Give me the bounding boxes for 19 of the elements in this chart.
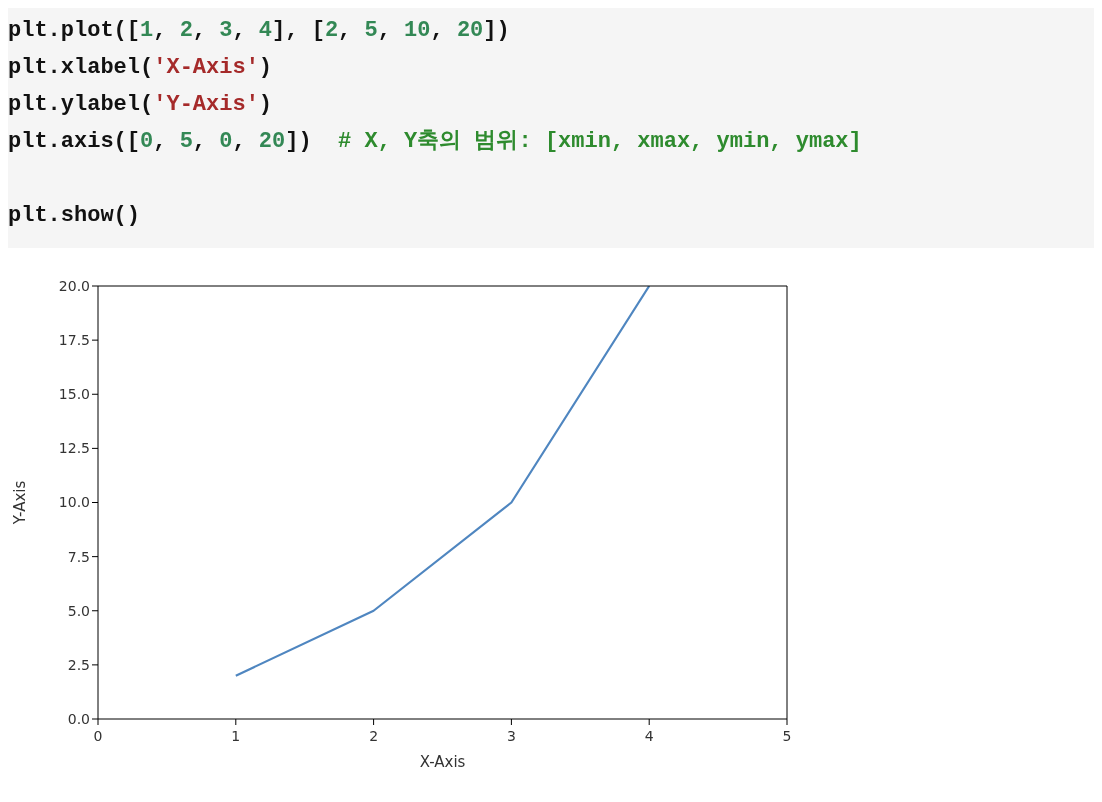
- y-tick-label: 0.0: [67, 710, 90, 727]
- x-tick-label: 2: [369, 728, 379, 744]
- y-tick-label: 5.0: [67, 602, 90, 619]
- y-tick-label: 10.0: [58, 494, 90, 511]
- y-axis-title: Y-Axis: [11, 480, 30, 526]
- y-tick-label: 20.0: [58, 277, 90, 294]
- text: plt.plot([1, 2, 3, 4], [2, 5, 10, 20]) plt.xlabel('X-Axis') plt.ylabel('Y-Axis') plt.axis([0, 5, 0, 20]) # X, Y축의 범위: [xmin, xmax, ymin, ymax] plt.show(): [8, 18, 862, 228]
- x-tick-label: 1: [231, 728, 241, 744]
- y-tick-label: 12.5: [58, 440, 90, 457]
- x-tick-label: 5: [782, 728, 792, 744]
- x-tick-label: 0: [93, 728, 103, 744]
- y-tick-label: 2.5: [67, 656, 90, 673]
- y-tick-label: 17.5: [58, 332, 90, 349]
- y-tick-label: 7.5: [67, 548, 90, 565]
- x-tick-label: 3: [506, 728, 516, 744]
- x-tick-label: 4: [644, 728, 654, 744]
- line-series: [234, 286, 651, 677]
- y-tick-label: 15.0: [58, 386, 90, 403]
- x-axis-title: X-Axis: [419, 753, 466, 771]
